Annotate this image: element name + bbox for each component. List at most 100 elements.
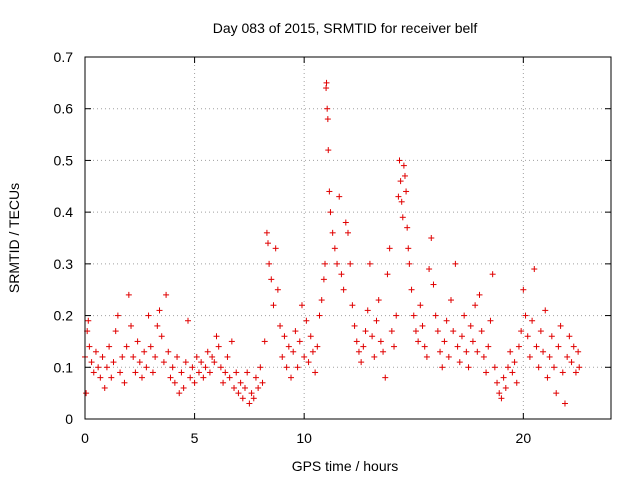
y-tick-label: 0 (65, 411, 73, 427)
data-point (465, 364, 472, 371)
data-point (408, 286, 415, 293)
data-point (542, 307, 549, 314)
y-tick-label: 0.6 (54, 101, 74, 117)
data-point (405, 245, 412, 252)
data-point (312, 369, 319, 376)
data-point (450, 328, 457, 335)
data-point (448, 297, 455, 304)
data-point (362, 328, 369, 335)
data-point (406, 260, 413, 267)
data-point (195, 369, 202, 376)
y-tick-label: 0.2 (54, 308, 74, 324)
data-point (404, 224, 411, 231)
data-point (268, 276, 275, 283)
data-point (509, 369, 516, 376)
data-point (237, 379, 244, 386)
data-point (125, 291, 132, 298)
data-point (474, 348, 481, 355)
data-point (454, 343, 461, 350)
data-points (82, 79, 583, 407)
data-point (529, 317, 536, 324)
data-point (557, 322, 564, 329)
data-point (377, 338, 384, 345)
data-point (99, 353, 106, 360)
data-point (478, 328, 485, 335)
data-point (371, 353, 378, 360)
data-point (266, 260, 273, 267)
data-point (97, 374, 104, 381)
data-point (257, 364, 264, 371)
data-point (524, 333, 531, 340)
data-point (463, 348, 470, 355)
data-point (187, 374, 194, 381)
data-point (141, 348, 148, 355)
data-point (430, 281, 437, 288)
data-point (388, 328, 395, 335)
data-point (92, 348, 99, 355)
data-point (171, 379, 178, 386)
chart-title: Day 083 of 2015, SRMTID for receiver bel… (213, 20, 478, 36)
data-point (443, 317, 450, 324)
data-point (206, 369, 213, 376)
y-tick-label: 0.4 (54, 204, 74, 220)
data-point (167, 374, 174, 381)
data-point (340, 286, 347, 293)
data-point (544, 374, 551, 381)
data-point (417, 302, 424, 309)
data-point (548, 333, 555, 340)
data-point (351, 322, 358, 329)
data-point (132, 369, 139, 376)
data-point (382, 374, 389, 381)
data-point (445, 353, 452, 360)
data-point (360, 343, 367, 350)
data-point (117, 369, 124, 376)
data-point (380, 348, 387, 355)
data-point (568, 359, 575, 366)
data-point (152, 353, 159, 360)
data-point (95, 364, 102, 371)
data-point (321, 260, 328, 267)
x-tick-label: 20 (516, 430, 532, 446)
data-point (421, 343, 428, 350)
data-point (149, 369, 156, 376)
data-point (423, 353, 430, 360)
data-point (160, 359, 167, 366)
data-point (327, 209, 334, 216)
data-point (255, 384, 262, 391)
data-point (391, 343, 398, 350)
data-point (329, 229, 336, 236)
data-point (178, 369, 185, 376)
data-point (85, 317, 92, 324)
x-tick-label: 0 (81, 430, 89, 446)
x-tick-label: 5 (191, 430, 199, 446)
data-point (496, 390, 503, 397)
data-point (398, 198, 405, 205)
data-point (248, 390, 255, 397)
data-point (483, 369, 490, 376)
data-point (399, 214, 406, 221)
data-point (561, 400, 568, 407)
y-tick-label: 0.3 (54, 256, 74, 272)
data-point (331, 245, 338, 252)
data-point (502, 384, 509, 391)
data-point (480, 353, 487, 360)
data-point (336, 193, 343, 200)
data-point (272, 245, 279, 252)
data-point (235, 390, 242, 397)
data-point (355, 348, 362, 355)
data-point (345, 229, 351, 236)
data-point (156, 307, 163, 314)
data-point (452, 260, 459, 267)
data-point (180, 384, 187, 391)
data-point (533, 343, 540, 350)
data-point (456, 359, 463, 366)
data-point (403, 188, 410, 195)
data-point (513, 379, 520, 386)
data-point (222, 369, 229, 376)
data-point (373, 317, 380, 324)
data-point (217, 364, 224, 371)
data-point (307, 333, 314, 340)
data-point (298, 302, 305, 309)
data-point (174, 353, 181, 360)
data-point (511, 359, 518, 366)
